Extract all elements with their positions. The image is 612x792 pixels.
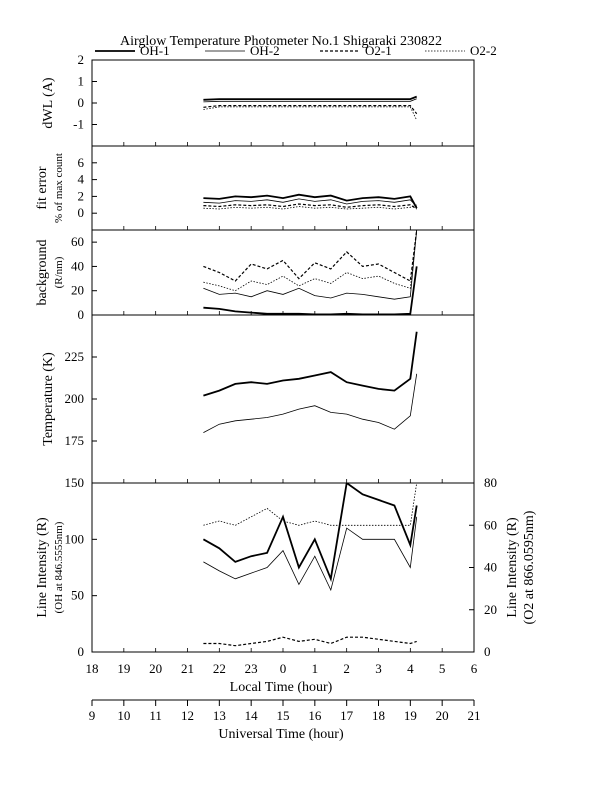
local-time-tick-label: 1 [312,661,319,676]
panel-dwl: 2 1 0 -1 dWL (A) [41,52,475,147]
y2-tick-label: 80 [484,475,497,490]
series-line-o2-2 [203,106,418,121]
legend: OH-1 OH-2 O2-1 O2-2 [95,43,497,58]
local-time-tick-label: 3 [375,661,382,676]
universal-time-tick-label: 21 [468,708,481,723]
y-tick-label: 0 [78,205,85,220]
series-line-oh-1 [203,331,418,397]
y2-axis-label: (O2 at 866.0595nm) [522,510,537,624]
universal-time-tick-label: 14 [245,708,259,723]
y-tick-label: 1 [78,74,85,89]
local-time-tick-label: 19 [117,661,130,676]
y-tick-label: 0 [78,95,85,110]
local-time-tick-label: 5 [439,661,446,676]
y-tick-label: 20 [71,283,84,298]
y-axis-label: Line Intensity (R) [35,517,50,618]
series-line-o2-1 [203,636,417,647]
y-tick-label: 225 [65,349,85,364]
universal-time-tick-label: 10 [117,708,130,723]
series-line-o2-2 [203,204,417,210]
series-line-oh-1 [203,266,418,316]
local-time-tick-label: 18 [86,661,99,676]
y-tick-label: 4 [78,172,85,187]
local-time-tick-label: 22 [213,661,226,676]
series-line-oh-2 [203,229,418,300]
y-tick-label: 40 [71,258,84,273]
y-axis-label: Temperature (K) [41,352,56,446]
y2-tick-label: 40 [484,560,497,575]
series-line-oh-1 [202,482,418,583]
y-tick-label: -1 [73,117,84,132]
y-tick-label: 60 [71,234,84,249]
universal-time-tick-label: 15 [277,708,290,723]
panel-frame [91,145,475,231]
series-line-o2-2 [203,229,418,292]
y-tick-label: 2 [78,52,85,67]
legend-label-o2-1: O2-1 [365,43,392,58]
panel-frame [91,314,475,484]
y-tick-label: 50 [71,588,84,603]
local-time-axis-title: Local Time (hour) [230,680,333,695]
universal-time-tick-label: 16 [308,708,322,723]
local-time-tick-label: 23 [245,661,258,676]
series-line-o2-1 [203,203,418,210]
y-tick-label: 100 [65,531,85,546]
series-line-oh-2 [203,516,418,592]
y2-tick-label: 20 [484,602,497,617]
universal-time-tick-label: 18 [372,708,385,723]
y-tick-label: 6 [78,155,85,170]
chart-title: Airglow Temperature Photometer No.1 Shig… [120,34,442,49]
y-tick-label: 150 [65,475,85,490]
universal-time-axis-title: Universal Time (hour) [218,727,344,742]
y-axis-label: (R/nm) [53,256,65,288]
y-axis-label: background [35,239,50,305]
series-line-oh-2 [203,198,417,207]
y2-tick-label: 60 [484,517,497,532]
y-tick-label: 2 [78,188,85,203]
local-time-tick-label: 0 [280,661,287,676]
series-line-o2-1 [203,104,418,115]
y2-axis-label: Line Intensity (R) [505,517,520,618]
series-line-o2-2 [203,482,418,526]
local-time-tick-label: 4 [407,661,414,676]
legend-label-oh-1: OH-1 [140,43,170,58]
series-line-o2-1 [203,229,418,282]
local-time-tick-label: 20 [149,661,162,676]
y2-tick-label: 0 [484,644,491,659]
universal-time-axis: 9 10 11 12 13 14 15 16 17 18 19 20 21 Universal Time … [89,699,481,742]
universal-time-tick-label: 17 [340,708,354,723]
y-tick-label: 200 [65,391,85,406]
universal-time-tick-label: 9 [89,708,96,723]
panel-temperature: 225 200 175 Temperature (K) [41,314,475,484]
panel-frame [91,59,475,147]
local-time-tick-label: 21 [181,661,194,676]
series-line-oh-2 [203,98,417,103]
y-axis-label: (OH at 846.5555nm) [53,521,65,613]
universal-time-tick-label: 12 [181,708,194,723]
y-axis-label: dWL (A) [41,77,56,129]
series-line-oh-1 [203,193,418,209]
y-tick-label: 175 [65,433,85,448]
y-tick-label: 0 [78,307,85,322]
legend-label-o2-2: O2-2 [470,43,497,58]
series-line-oh-1 [203,95,418,101]
universal-time-tick-label: 19 [404,708,417,723]
panel-background: 60 40 20 0 background (R/nm) [35,229,475,322]
y-axis-label: fit error [35,166,50,209]
y-tick-label: 0 [78,644,85,659]
local-time-tick-label: 6 [471,661,478,676]
y-axis-label: % of max count [53,153,65,223]
legend-label-oh-2: OH-2 [250,43,280,58]
universal-time-tick-label: 20 [436,708,449,723]
universal-time-tick-label: 11 [149,708,162,723]
local-time-tick-label: 2 [343,661,350,676]
universal-time-tick-label: 13 [213,708,226,723]
panel-fit-error: 6 42 0 fit error% of max count [35,145,475,231]
series-line-oh-2 [203,373,418,433]
